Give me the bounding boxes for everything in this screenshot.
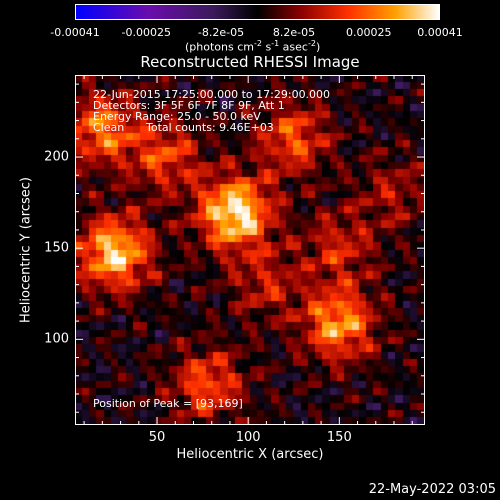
y-tick-label: 150 bbox=[44, 240, 69, 256]
annotation-method: Clean bbox=[93, 121, 125, 134]
y-tick-label: 200 bbox=[44, 149, 69, 165]
heatmap-image bbox=[75, 75, 425, 425]
colorbar-tick-label: 0.00025 bbox=[346, 26, 392, 39]
x-tick-label: 150 bbox=[326, 430, 352, 445]
annotation-energy: Energy Range: 25.0 - 50.0 keV bbox=[93, 110, 261, 123]
annotation-peak-position: Position of Peak = [93,169] bbox=[93, 397, 243, 410]
colorbar-tick-label: 8.2e-05 bbox=[272, 26, 316, 39]
colorbar-tick-label: 0.00041 bbox=[417, 26, 463, 39]
annotation-time-range: 22-Jun-2015 17:25:00.000 to 17:29:00.000 bbox=[93, 88, 331, 101]
annotation-detectors: Detectors: 3F 5F 6F 7F 8F 9F, Att 1 bbox=[93, 99, 285, 112]
x-tick-label: 100 bbox=[235, 430, 261, 445]
x-axis-label: Heliocentric X (arcsec) bbox=[176, 447, 324, 462]
colorbar-tick-label: -0.00025 bbox=[121, 26, 171, 39]
y-tick-label: 100 bbox=[44, 331, 69, 347]
colorbar-tick-label: -0.00041 bbox=[50, 26, 100, 39]
annotation-counts: Total counts: 9.46E+03 bbox=[146, 121, 274, 134]
y-axis-label: Heliocentric Y (arcsec) bbox=[18, 177, 34, 323]
x-tick-label: 50 bbox=[148, 430, 166, 445]
colorbar-tick-label: -8.2e-05 bbox=[197, 26, 245, 39]
colorbar bbox=[75, 4, 440, 20]
colorbar-units: (photons cm-2 s-1 asec-2) bbox=[185, 39, 321, 54]
chart-title: Reconstructed RHESSI Image bbox=[140, 53, 360, 71]
timestamp-footer: 22-May-2022 03:05 bbox=[368, 482, 496, 497]
